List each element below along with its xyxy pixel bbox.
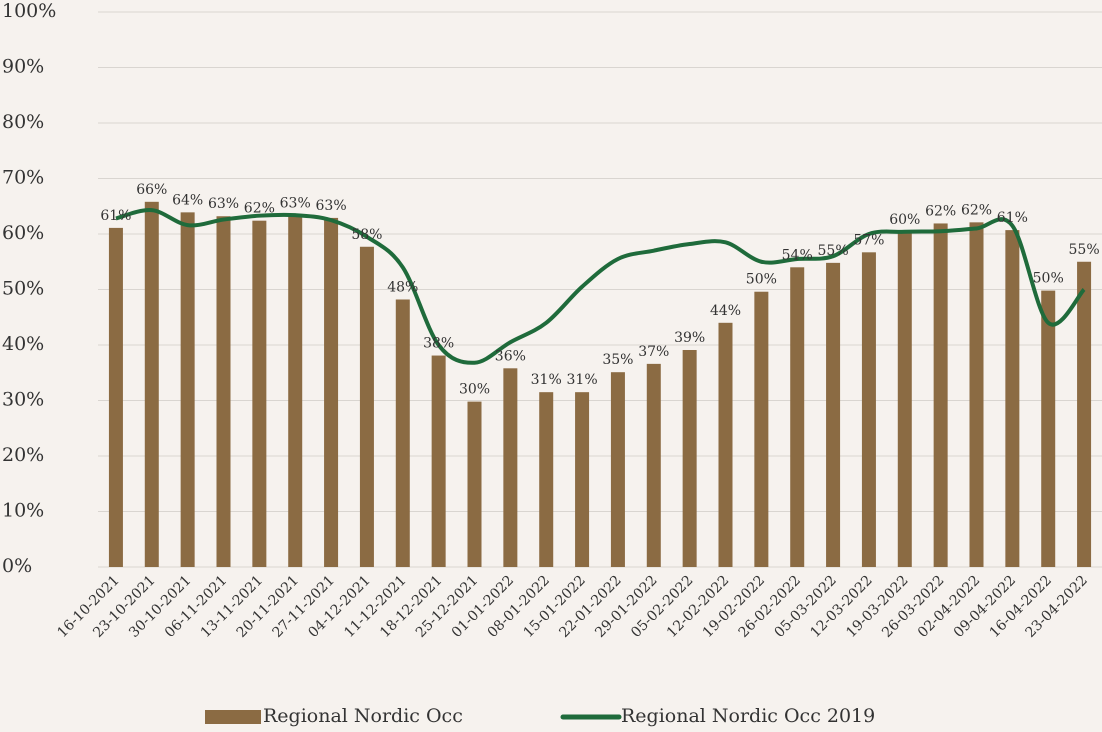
bar (180, 212, 195, 568)
data-label: 55% (1069, 242, 1100, 258)
data-label: 38% (423, 336, 454, 352)
bar (252, 220, 267, 567)
bar (646, 363, 661, 567)
bar (359, 246, 374, 567)
legend-label: Regional Nordic Occ (263, 705, 463, 727)
bar (861, 252, 876, 567)
y-tick-label: 40% (2, 333, 44, 355)
y-tick-label: 0% (2, 555, 32, 577)
data-label: 64% (172, 192, 203, 208)
data-label: 44% (710, 303, 741, 319)
data-label: 60% (889, 212, 920, 228)
data-label: 61% (100, 208, 131, 224)
bar (718, 322, 733, 567)
data-label: 58% (351, 227, 382, 243)
data-label: 50% (746, 272, 777, 288)
y-tick-label: 20% (2, 444, 44, 466)
bar (933, 223, 948, 567)
bar (1005, 230, 1020, 568)
data-label: 61% (997, 210, 1028, 226)
y-tick-label: 100% (2, 0, 56, 22)
bar (503, 368, 518, 567)
data-label: 37% (638, 344, 669, 360)
bar (324, 217, 339, 567)
data-label: 50% (1033, 271, 1064, 287)
data-label: 54% (782, 247, 813, 263)
bar (288, 215, 303, 567)
bar (575, 392, 590, 567)
data-label: 31% (567, 372, 598, 388)
data-label: 55% (818, 243, 849, 259)
bar (790, 267, 805, 567)
y-tick-label: 60% (2, 222, 44, 244)
data-label: 48% (387, 279, 418, 295)
bar (754, 291, 769, 567)
data-label: 57% (853, 232, 884, 248)
data-label: 35% (602, 352, 633, 368)
bar (539, 392, 554, 567)
data-label: 62% (961, 202, 992, 218)
data-label: 66% (136, 182, 167, 198)
data-label: 39% (674, 330, 705, 346)
y-tick-label: 10% (2, 500, 44, 522)
bar (897, 231, 912, 567)
bar (467, 401, 482, 567)
y-tick-label: 80% (2, 111, 44, 133)
bar (108, 227, 123, 567)
data-label: 31% (531, 372, 562, 388)
line (115, 208, 1086, 365)
data-label: 63% (316, 198, 347, 214)
data-label: 62% (925, 203, 956, 219)
bar (1077, 261, 1092, 567)
legend-label: Regional Nordic Occ 2019 (621, 705, 875, 727)
data-label: 63% (280, 196, 311, 212)
y-tick-label: 70% (2, 167, 44, 189)
bar (144, 201, 159, 567)
data-label: 63% (208, 196, 239, 212)
y-tick-label: 30% (2, 389, 44, 411)
bar (682, 349, 697, 567)
bar (610, 372, 625, 567)
bar (431, 355, 446, 567)
bar (969, 222, 984, 567)
y-tick-label: 90% (2, 56, 44, 78)
data-label: 30% (459, 382, 490, 398)
bar (826, 262, 841, 567)
bar (395, 299, 410, 567)
bar (216, 216, 231, 568)
data-label: 36% (495, 348, 526, 364)
bar (1041, 290, 1056, 567)
data-label: 62% (244, 201, 275, 217)
legend-swatch (205, 710, 261, 724)
y-tick-label: 50% (2, 278, 44, 300)
